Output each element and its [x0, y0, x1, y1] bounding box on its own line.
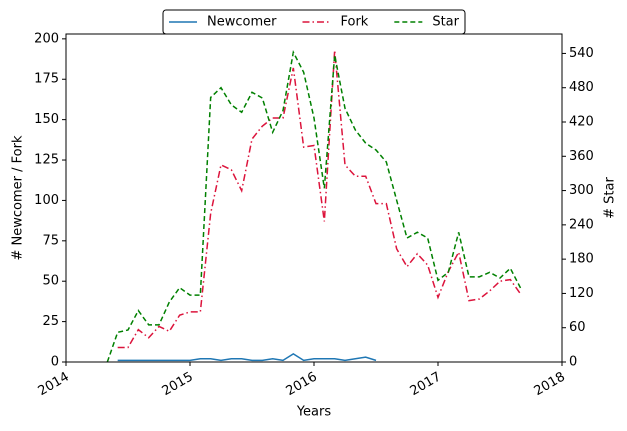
y2-tick-label: 60: [569, 320, 586, 335]
y-tick-label: 200: [34, 31, 59, 46]
legend-label: Star: [432, 15, 459, 30]
y2-tick-label: 480: [569, 80, 594, 95]
series-line: [117, 50, 522, 349]
y2-tick-label: 300: [569, 183, 594, 198]
x-tick-label: 2014: [36, 370, 72, 400]
y2-tick-label: 420: [569, 115, 594, 130]
y2-tick-label: 0: [569, 355, 577, 370]
y2-tick-label: 240: [569, 217, 594, 232]
legend: Newcomer Fork Star: [162, 9, 466, 35]
y-tick-label: 175: [34, 72, 59, 87]
x-tick-label: 2018: [532, 370, 568, 400]
y-tick-label: 75: [42, 233, 59, 248]
y-tick-label: 150: [34, 112, 59, 127]
y-tick-label: 25: [42, 314, 59, 329]
y2-tick-label: 360: [569, 149, 594, 164]
y-tick-label: 50: [42, 274, 59, 289]
y-axis-label: # Newcomer / Fork: [11, 135, 26, 260]
legend-label: Newcomer: [207, 15, 277, 30]
series-line: [117, 353, 377, 362]
y2-tick-label: 120: [569, 286, 594, 301]
y-tick-label: 100: [34, 193, 59, 208]
series-line: [106, 49, 522, 363]
x-axis-label: Years: [296, 405, 332, 420]
legend-box: [162, 9, 466, 35]
y-tick-label: 125: [34, 153, 59, 168]
x-tick-label: 2015: [160, 370, 196, 400]
y2-tick-label: 540: [569, 46, 594, 61]
x-tick-label: 2017: [408, 370, 444, 400]
legend-label: Fork: [340, 15, 368, 30]
y2-axis-label: # Star: [603, 177, 618, 219]
y-tick-label: 0: [51, 355, 59, 370]
x-tick-label: 2016: [284, 370, 320, 400]
y2-tick-label: 180: [569, 252, 594, 267]
